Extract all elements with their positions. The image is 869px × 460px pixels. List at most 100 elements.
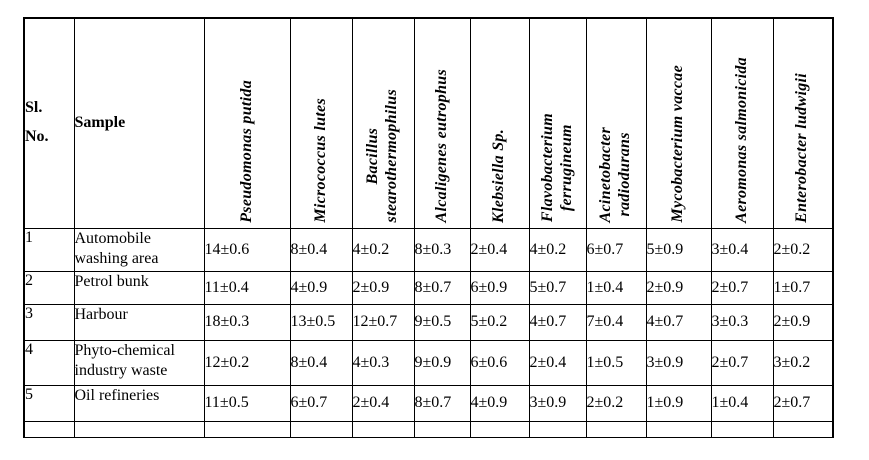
value-cell: 11±0.5 bbox=[203, 384, 291, 422]
empty-cell bbox=[585, 420, 647, 438]
table-row: 2 Petrol bunk 11±0.4 4±0.9 2±0.9 8±0.7 6… bbox=[23, 270, 834, 305]
empty-cell bbox=[469, 420, 530, 438]
empty-cell bbox=[23, 420, 75, 438]
header-cell-alcaligenes-eutrophus: Alcaligenes eutrophus bbox=[413, 17, 471, 229]
header-cell-pseudomonas-putida: Pseudomonas putida bbox=[203, 17, 291, 229]
header-cell-mycobacterium-vaccae: Mycobacterium vaccae bbox=[645, 17, 712, 229]
value-cell: 8±0.4 bbox=[289, 339, 353, 386]
header-cell-aeromonas-salmonicida: Aeromonas salmonicida bbox=[710, 17, 774, 229]
header-cell-sl-no: Sl. No. bbox=[23, 17, 75, 229]
value-cell: 4±0.9 bbox=[289, 270, 353, 305]
value-cell: 4±0.2 bbox=[528, 227, 587, 272]
value-cell: 11±0.4 bbox=[203, 270, 291, 305]
rotated-header-label: Alcaligenes eutrophus bbox=[432, 69, 450, 223]
header-cell-sample: Sample bbox=[73, 17, 205, 229]
header-cell-bacillus-stearothermophilus: Bacillus stearothermophilus bbox=[351, 17, 415, 229]
value-cell: 3±0.4 bbox=[710, 227, 774, 272]
value-cell: 2±0.7 bbox=[710, 270, 774, 305]
value-cell: 2±0.2 bbox=[772, 227, 834, 272]
value-cell: 2±0.9 bbox=[351, 270, 415, 305]
value-cell: 2±0.9 bbox=[645, 270, 712, 305]
table-row: 3 Harbour 18±0.3 13±0.5 12±0.7 9±0.5 5±0… bbox=[23, 303, 834, 341]
sample-cell: Phyto-chemical industry waste bbox=[73, 339, 205, 386]
value-cell: 2±0.9 bbox=[772, 303, 834, 341]
row-number-cell: 2 bbox=[23, 270, 75, 305]
row-number-cell: 3 bbox=[23, 303, 75, 341]
value-cell: 4±0.7 bbox=[528, 303, 587, 341]
value-cell: 1±0.9 bbox=[645, 384, 712, 422]
bacteria-counts-table: Sl. No. Sample Pseudomonas putida Microc… bbox=[23, 17, 834, 438]
empty-cell bbox=[710, 420, 774, 438]
table-header-row: Sl. No. Sample Pseudomonas putida Microc… bbox=[23, 17, 834, 229]
value-cell: 5±0.7 bbox=[528, 270, 587, 305]
value-cell: 12±0.2 bbox=[203, 339, 291, 386]
value-cell: 6±0.7 bbox=[585, 227, 647, 272]
value-cell: 2±0.4 bbox=[351, 384, 415, 422]
value-cell: 7±0.4 bbox=[585, 303, 647, 341]
empty-cell bbox=[645, 420, 712, 438]
value-cell: 6±0.6 bbox=[469, 339, 530, 386]
empty-cell bbox=[772, 420, 834, 438]
empty-cell bbox=[351, 420, 415, 438]
value-cell: 1±0.7 bbox=[772, 270, 834, 305]
sample-cell: Automobile washing area bbox=[73, 227, 205, 272]
value-cell: 8±0.3 bbox=[413, 227, 471, 272]
value-cell: 3±0.9 bbox=[528, 384, 587, 422]
value-cell: 2±0.4 bbox=[469, 227, 530, 272]
empty-cell bbox=[203, 420, 291, 438]
value-cell: 4±0.3 bbox=[351, 339, 415, 386]
value-cell: 6±0.9 bbox=[469, 270, 530, 305]
value-cell: 13±0.5 bbox=[289, 303, 353, 341]
value-cell: 3±0.2 bbox=[772, 339, 834, 386]
rotated-header-label: Enterobacter ludwigii bbox=[793, 72, 811, 223]
value-cell: 8±0.7 bbox=[413, 384, 471, 422]
value-cell: 18±0.3 bbox=[203, 303, 291, 341]
table-row: 5 Oil refineries 11±0.5 6±0.7 2±0.4 8±0.… bbox=[23, 384, 834, 422]
sample-cell: Petrol bunk bbox=[73, 270, 205, 305]
value-cell: 1±0.4 bbox=[710, 384, 774, 422]
value-cell: 2±0.4 bbox=[528, 339, 587, 386]
empty-cell bbox=[289, 420, 353, 438]
sample-cell: Harbour bbox=[73, 303, 205, 341]
rotated-header-label: Pseudomonas putida bbox=[237, 79, 255, 223]
rotated-header-label: Aeromonas salmonicida bbox=[732, 56, 750, 223]
value-cell: 2±0.7 bbox=[710, 339, 774, 386]
value-cell: 9±0.9 bbox=[413, 339, 471, 386]
header-cell-flavobacterium-ferrugineum: Flavobacterium ferrugineum bbox=[528, 17, 587, 229]
sample-cell: Oil refineries bbox=[73, 384, 205, 422]
row-number-cell: 5 bbox=[23, 384, 75, 422]
header-cell-acinetobacter-radiodurans: Acinetobacter radiodurans bbox=[585, 17, 647, 229]
header-cell-micrococcus-lutes: Micrococcus lutes bbox=[289, 17, 353, 229]
value-cell: 4±0.7 bbox=[645, 303, 712, 341]
header-cell-enterobacter-ludwigii: Enterobacter ludwigii bbox=[772, 17, 834, 229]
empty-cell bbox=[73, 420, 205, 438]
table-row: 4 Phyto-chemical industry waste 12±0.2 8… bbox=[23, 339, 834, 386]
value-cell: 5±0.2 bbox=[469, 303, 530, 341]
empty-cell bbox=[528, 420, 587, 438]
value-cell: 12±0.7 bbox=[351, 303, 415, 341]
value-cell: 1±0.4 bbox=[585, 270, 647, 305]
table-row: 1 Automobile washing area 14±0.6 8±0.4 4… bbox=[23, 227, 834, 272]
rotated-header-label: Klebsiella Sp. bbox=[490, 128, 508, 223]
value-cell: 14±0.6 bbox=[203, 227, 291, 272]
value-cell: 5±0.9 bbox=[645, 227, 712, 272]
value-cell: 1±0.5 bbox=[585, 339, 647, 386]
value-cell: 9±0.5 bbox=[413, 303, 471, 341]
rotated-header-label: Micrococcus lutes bbox=[311, 97, 329, 223]
value-cell: 3±0.3 bbox=[710, 303, 774, 341]
header-cell-klebsiella-sp: Klebsiella Sp. bbox=[469, 17, 530, 229]
table-cropped-bottom-row bbox=[23, 420, 834, 438]
value-cell: 8±0.7 bbox=[413, 270, 471, 305]
row-number-cell: 1 bbox=[23, 227, 75, 272]
empty-cell bbox=[413, 420, 471, 438]
value-cell: 8±0.4 bbox=[289, 227, 353, 272]
rotated-header-label: Flavobacterium ferrugineum bbox=[538, 113, 575, 223]
rotated-header-label: Bacillus stearothermophilus bbox=[364, 89, 400, 223]
value-cell: 4±0.9 bbox=[469, 384, 530, 422]
value-cell: 3±0.9 bbox=[645, 339, 712, 386]
value-cell: 4±0.2 bbox=[351, 227, 415, 272]
value-cell: 2±0.2 bbox=[585, 384, 647, 422]
value-cell: 2±0.7 bbox=[772, 384, 834, 422]
rotated-header-label: Mycobacterium vaccae bbox=[669, 65, 687, 223]
